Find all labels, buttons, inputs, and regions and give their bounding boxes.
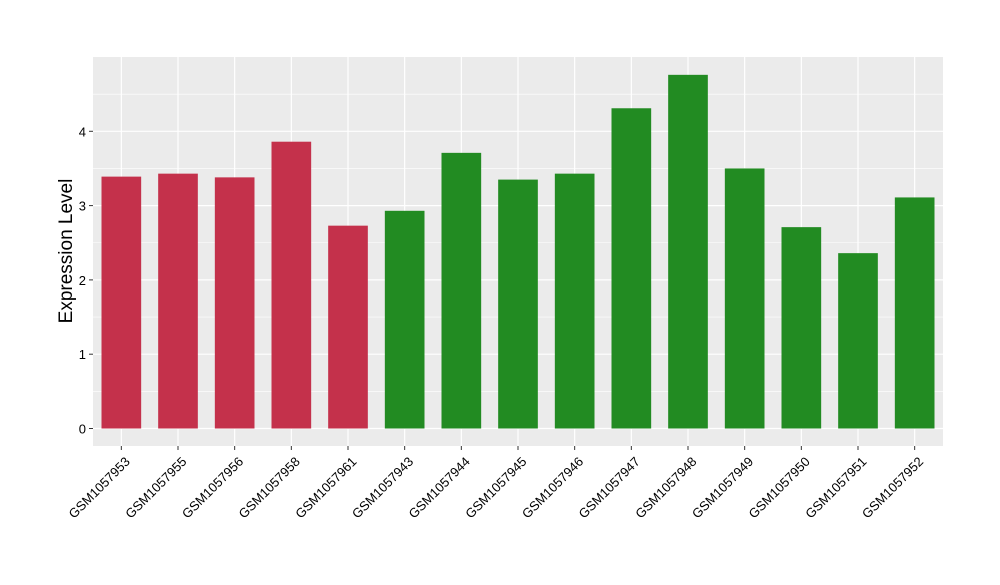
bar — [101, 176, 142, 429]
y-tick-label: 2 — [79, 273, 86, 288]
bar — [271, 141, 312, 429]
bars — [101, 74, 935, 429]
bar — [668, 74, 708, 429]
bar — [838, 253, 878, 429]
bar — [894, 197, 935, 429]
bar — [498, 179, 538, 429]
y-axis: 0 1 2 3 4 — [79, 124, 93, 437]
y-axis-label: Expression Level — [56, 179, 77, 324]
y-tick-label: 0 — [79, 422, 86, 437]
bar — [158, 173, 198, 429]
bar — [384, 210, 425, 429]
bar — [781, 227, 822, 429]
bar — [611, 108, 652, 429]
y-tick-label: 1 — [79, 347, 86, 362]
y-tick-label: 3 — [79, 199, 86, 214]
bar — [214, 177, 255, 429]
bar — [328, 225, 368, 429]
bar — [554, 173, 595, 429]
x-axis: GSM1057953GSM1057955GSM1057956GSM1057958… — [66, 446, 926, 521]
bar — [441, 152, 482, 429]
y-tick-label: 4 — [79, 124, 86, 139]
bar — [724, 168, 765, 429]
